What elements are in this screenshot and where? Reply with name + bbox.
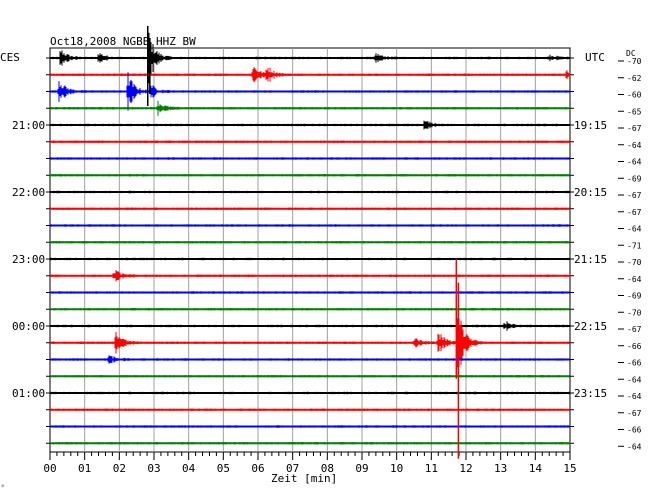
dc-value: -64 — [627, 225, 642, 234]
dc-value: -69 — [627, 174, 642, 183]
left-time-label: 22:00 — [12, 186, 45, 199]
right-time-label: 21:15 — [574, 253, 607, 266]
x-tick-label: 04 — [182, 462, 196, 475]
x-tick-label: 01 — [78, 462, 91, 475]
x-tick-label: 02 — [113, 462, 126, 475]
dc-value: -70 — [627, 258, 642, 267]
x-tick-label: 03 — [147, 462, 160, 475]
dc-value: -67 — [627, 124, 642, 133]
x-tick-label: 09 — [355, 462, 368, 475]
dc-value: -67 — [627, 409, 642, 418]
chart-title: Oct18,2008 NGBB HHZ BW — [50, 35, 196, 48]
dc-value: -64 — [627, 275, 642, 284]
dc-value: -70 — [627, 308, 642, 317]
right-axis-label: UTC — [585, 51, 605, 64]
x-tick-label: 13 — [494, 462, 507, 475]
x-tick-label: 06 — [251, 462, 264, 475]
dc-value: -60 — [627, 91, 642, 100]
right-time-label: 19:15 — [574, 119, 607, 132]
dc-value: -70 — [627, 57, 642, 66]
dc-value: -66 — [627, 426, 642, 435]
dc-value: -71 — [627, 241, 642, 250]
dc-value: -64 — [627, 158, 642, 167]
x-tick-label: 00 — [43, 462, 56, 475]
right-time-label: 22:15 — [574, 320, 607, 333]
dc-value: -64 — [627, 392, 642, 401]
x-tick-label: 12 — [459, 462, 472, 475]
dc-value: -64 — [627, 375, 642, 384]
x-tick-label: 07 — [286, 462, 299, 475]
dc-value: -64 — [627, 141, 642, 150]
x-tick-label: 11 — [425, 462, 438, 475]
dc-value: -66 — [627, 342, 642, 351]
x-tick-label: 08 — [321, 462, 334, 475]
right-time-label: 20:15 — [574, 186, 607, 199]
x-tick-label: 10 — [390, 462, 403, 475]
left-axis-label: CES — [0, 51, 20, 64]
left-time-label: 01:00 — [12, 387, 45, 400]
dc-label: DC — [626, 49, 636, 58]
corner-mark: ☼ — [1, 483, 5, 490]
dc-value: -67 — [627, 191, 642, 200]
dc-value: -64 — [627, 442, 642, 451]
dc-value: -62 — [627, 74, 642, 83]
left-time-label: 23:00 — [12, 253, 45, 266]
dc-value: -69 — [627, 292, 642, 301]
left-time-label: 00:00 — [12, 320, 45, 333]
left-time-label: 21:00 — [12, 119, 45, 132]
right-time-label: 23:15 — [574, 387, 607, 400]
x-axis-label: Zeit [min] — [271, 472, 337, 485]
dc-value: -66 — [627, 359, 642, 368]
dc-value: -65 — [627, 107, 642, 116]
x-tick-label: 14 — [529, 462, 543, 475]
plot-frame — [49, 47, 571, 453]
dc-value: -67 — [627, 208, 642, 217]
dc-value: -67 — [627, 325, 642, 334]
x-tick-label: 15 — [563, 462, 576, 475]
x-tick-label: 05 — [217, 462, 230, 475]
